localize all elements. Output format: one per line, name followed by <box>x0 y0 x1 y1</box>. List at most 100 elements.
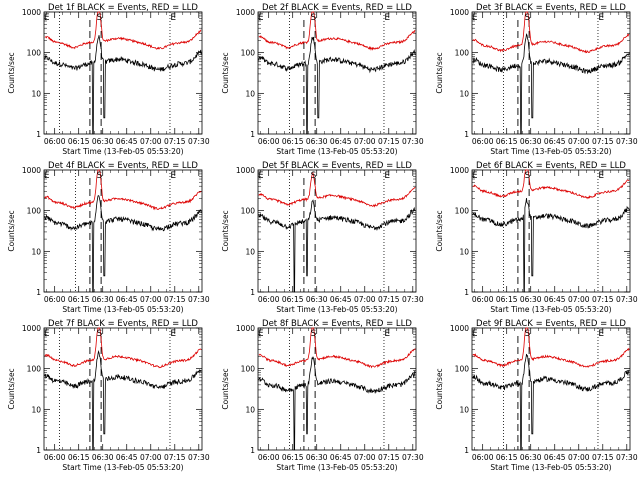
x-tick-label: 06:00 <box>44 137 66 146</box>
x-tick-label: 06:00 <box>44 295 66 304</box>
x-tick-label: 07:15 <box>164 137 186 146</box>
x-tick-label: 07:00 <box>568 453 590 462</box>
y-tick-label: 1000 <box>22 166 41 175</box>
x-tick-label: 07:15 <box>592 295 614 304</box>
y-axis-label: Counts/sec <box>7 368 16 409</box>
y-tick-label: 1000 <box>22 324 41 333</box>
x-tick-label: 06:15 <box>68 137 90 146</box>
y-tick-label: 1 <box>250 446 255 455</box>
y-tick-label: 100 <box>27 365 42 374</box>
x-tick-label: 07:30 <box>188 295 210 304</box>
x-tick-label: 07:15 <box>592 137 614 146</box>
y-tick-label: 10 <box>459 405 469 414</box>
y-tick-label: 1000 <box>236 166 255 175</box>
series-events-line <box>258 356 416 451</box>
panel-det-4: Det 4f BLACK = Events, RED = LLD 1 10 100 10… <box>7 161 210 314</box>
y-tick-label: 10 <box>459 89 469 98</box>
marker-start-label: E <box>472 13 478 23</box>
panel-det-7: Det 7f BLACK = Events, RED = LLD 1 10 100 10… <box>7 319 210 472</box>
x-tick-label: 07:15 <box>378 453 400 462</box>
series-lld-line <box>472 327 630 369</box>
x-tick-label: 06:30 <box>92 137 114 146</box>
x-tick-label: 07:30 <box>188 137 210 146</box>
y-axis-label: Counts/sec <box>7 52 16 93</box>
marker-start-label: E <box>44 329 50 339</box>
x-tick-label: 06:00 <box>258 295 280 304</box>
series-lld-line <box>44 11 202 50</box>
marker-center-label: S <box>311 329 317 339</box>
x-tick-label: 06:00 <box>258 453 280 462</box>
series-lld-line <box>472 169 630 200</box>
x-tick-label: 07:30 <box>616 453 638 462</box>
panel-det-5: Det 5f BLACK = Events, RED = LLD 1 10 100 10… <box>221 161 424 314</box>
y-tick-label: 1 <box>36 130 41 139</box>
x-tick-label: 07:00 <box>354 295 376 304</box>
x-tick-label: 06:30 <box>92 453 114 462</box>
series-lld-line <box>258 171 416 208</box>
x-tick-label: 06:30 <box>520 453 542 462</box>
panel-title: Det 4f BLACK = Events, RED = LLD <box>48 161 198 171</box>
x-axis-label: Start Time (13-Feb-05 05:53:20) <box>276 305 397 314</box>
y-tick-label: 100 <box>241 365 256 374</box>
series-events-line <box>44 195 202 293</box>
y-axis-label: Counts/sec <box>221 368 230 409</box>
y-tick-label: 1 <box>464 130 469 139</box>
series-events-line <box>472 197 630 293</box>
x-tick-label: 06:00 <box>44 453 66 462</box>
y-tick-label: 100 <box>455 207 470 216</box>
x-tick-label: 06:00 <box>472 137 494 146</box>
panel-det-3: Det 3f BLACK = Events, RED = LLD 1 10 100 10… <box>435 3 638 156</box>
x-tick-label: 06:45 <box>330 137 352 146</box>
marker-end-label: E <box>170 13 176 23</box>
marker-start-label: E <box>472 171 478 181</box>
x-tick-label: 07:15 <box>378 137 400 146</box>
y-tick-label: 100 <box>27 207 42 216</box>
x-tick-label: 06:45 <box>544 137 566 146</box>
x-tick-label: 06:15 <box>282 295 304 304</box>
x-tick-label: 07:00 <box>140 295 162 304</box>
y-tick-label: 1000 <box>450 166 469 175</box>
x-tick-label: 06:00 <box>472 453 494 462</box>
series-events-line <box>44 35 202 135</box>
x-tick-label: 06:45 <box>544 295 566 304</box>
panel-det-1: Det 1f BLACK = Events, RED = LLD 1 10 100 10… <box>7 3 210 156</box>
y-tick-label: 10 <box>31 247 41 256</box>
marker-start-label: E <box>258 329 264 339</box>
marker-end-label: E <box>170 171 176 181</box>
series-events-line <box>258 36 416 135</box>
y-tick-label: 100 <box>241 49 256 58</box>
x-tick-label: 07:30 <box>616 137 638 146</box>
y-tick-label: 10 <box>31 405 41 414</box>
x-tick-label: 06:45 <box>116 137 138 146</box>
x-tick-label: 06:30 <box>520 295 542 304</box>
x-tick-label: 07:15 <box>164 295 186 304</box>
y-tick-label: 1000 <box>22 8 41 17</box>
x-tick-label: 07:00 <box>568 137 590 146</box>
x-tick-label: 06:15 <box>496 137 518 146</box>
series-lld-line <box>472 11 630 54</box>
plot-frame <box>43 169 203 293</box>
x-tick-label: 06:15 <box>282 137 304 146</box>
x-tick-label: 06:45 <box>116 453 138 462</box>
y-tick-label: 1000 <box>450 8 469 17</box>
series-events-line <box>472 33 630 135</box>
panel-title: Det 3f BLACK = Events, RED = LLD <box>476 3 626 13</box>
series-events-line <box>258 199 416 293</box>
y-tick-label: 1 <box>36 446 41 455</box>
marker-center-label: S <box>97 13 103 23</box>
y-axis-label: Counts/sec <box>221 210 230 251</box>
marker-center-label: S <box>311 171 317 181</box>
x-tick-label: 06:15 <box>68 453 90 462</box>
x-tick-label: 06:00 <box>472 295 494 304</box>
x-tick-label: 07:00 <box>568 295 590 304</box>
y-tick-label: 10 <box>245 89 255 98</box>
series-lld-line <box>258 11 416 51</box>
marker-end-label: E <box>384 329 390 339</box>
plot-frame <box>257 327 417 451</box>
marker-start-label: E <box>44 13 50 23</box>
x-tick-label: 07:00 <box>354 453 376 462</box>
panel-title: Det 8f BLACK = Events, RED = LLD <box>262 319 412 329</box>
series-events-line <box>44 350 202 451</box>
